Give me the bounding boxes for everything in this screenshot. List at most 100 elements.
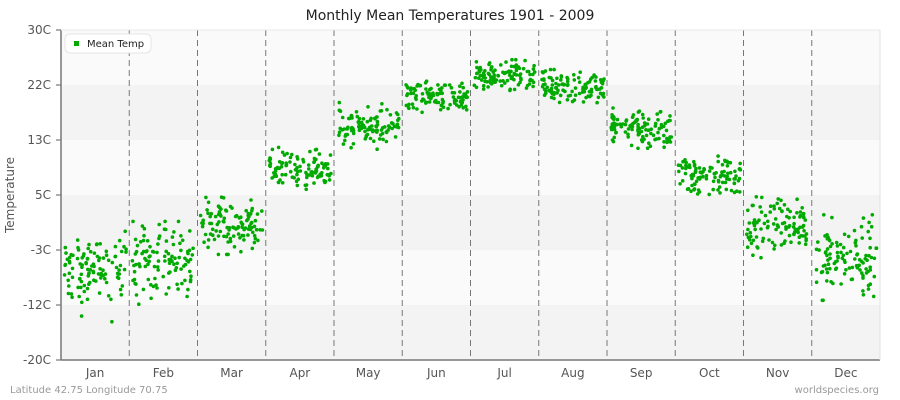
data-point: [475, 71, 479, 76]
data-point: [202, 240, 206, 244]
data-point: [518, 80, 522, 85]
data-point: [713, 175, 717, 180]
data-point: [76, 285, 80, 290]
background-band: [61, 140, 880, 195]
data-point: [365, 119, 370, 124]
legend-label: Mean Temp: [87, 39, 144, 50]
data-point: [210, 227, 215, 232]
data-point: [209, 221, 214, 226]
data-point: [441, 99, 446, 104]
data-point: [124, 247, 128, 251]
data-point: [514, 63, 519, 67]
data-point: [707, 169, 712, 173]
data-point: [825, 247, 830, 251]
data-point: [162, 227, 167, 231]
data-point: [720, 180, 725, 185]
data-points: [62, 57, 879, 324]
data-point: [292, 176, 297, 180]
data-point: [200, 221, 204, 225]
data-point: [677, 169, 681, 174]
data-point: [733, 177, 737, 181]
data-point: [636, 110, 641, 114]
data-point: [759, 255, 763, 260]
data-point: [772, 247, 776, 251]
data-point: [642, 121, 647, 125]
data-point: [565, 83, 570, 88]
data-point: [618, 122, 622, 126]
data-point: [295, 183, 300, 188]
data-point: [67, 284, 71, 288]
data-point: [188, 257, 193, 262]
data-point: [696, 176, 700, 180]
data-point: [226, 252, 230, 257]
data-point: [226, 232, 230, 236]
data-point: [381, 137, 385, 142]
data-point: [814, 267, 819, 272]
data-point: [209, 211, 214, 216]
data-point: [341, 142, 346, 146]
data-point: [784, 225, 788, 229]
data-point: [697, 166, 702, 170]
data-point: [249, 225, 254, 230]
data-point: [357, 116, 362, 121]
data-point: [754, 195, 759, 199]
data-point: [639, 129, 644, 134]
data-point: [782, 203, 787, 207]
y-axis-label: Temperature: [3, 157, 17, 234]
data-point: [854, 244, 858, 248]
data-point: [738, 190, 742, 194]
data-point: [242, 238, 246, 242]
data-point: [510, 57, 514, 62]
x-tick-label: Sep: [630, 366, 653, 380]
data-point: [475, 65, 479, 70]
data-point: [630, 127, 634, 132]
data-point: [776, 197, 780, 201]
data-point: [279, 165, 284, 169]
data-point: [118, 263, 123, 268]
data-point: [594, 75, 598, 79]
data-point: [558, 93, 563, 98]
data-point: [380, 102, 384, 106]
data-point: [132, 277, 137, 282]
data-point: [337, 108, 342, 113]
data-point: [338, 126, 343, 131]
data-point: [860, 236, 864, 240]
data-point: [117, 272, 122, 276]
data-point: [828, 252, 832, 256]
data-point: [752, 218, 757, 222]
data-point: [692, 162, 697, 167]
data-point: [732, 181, 737, 185]
data-point: [215, 222, 220, 227]
data-point: [822, 213, 826, 217]
data-point: [254, 227, 259, 232]
data-point: [843, 260, 847, 265]
data-point: [304, 187, 309, 192]
data-point: [725, 164, 730, 168]
data-point: [624, 118, 629, 122]
data-point: [760, 195, 764, 200]
data-point: [648, 144, 653, 148]
data-point: [293, 162, 297, 167]
data-point: [156, 242, 160, 246]
data-point: [446, 106, 450, 111]
data-point: [310, 173, 315, 178]
data-point: [758, 205, 762, 209]
data-point: [288, 169, 293, 174]
data-point: [190, 253, 195, 257]
data-point: [454, 98, 459, 103]
data-point: [117, 268, 121, 272]
data-point: [153, 276, 157, 281]
data-point: [833, 267, 838, 272]
data-point: [106, 294, 111, 298]
data-point: [375, 119, 380, 124]
data-point: [768, 204, 773, 208]
data-point: [552, 96, 556, 101]
data-point: [509, 64, 514, 69]
data-point: [238, 236, 242, 240]
data-point: [268, 161, 273, 166]
data-point: [113, 254, 117, 259]
data-point: [82, 283, 87, 288]
data-point: [767, 238, 771, 242]
data-point: [751, 238, 756, 243]
data-point: [689, 189, 693, 193]
